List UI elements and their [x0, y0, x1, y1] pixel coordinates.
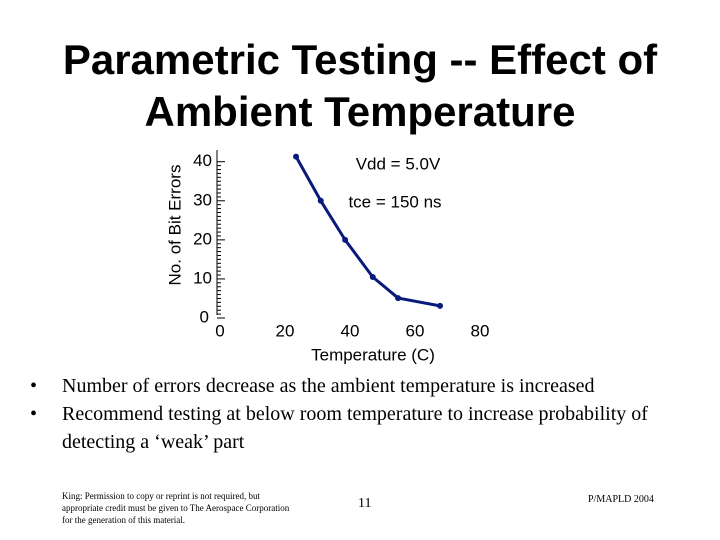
data-point: [437, 302, 444, 309]
y-tick-label: 10: [193, 268, 212, 287]
x-tick-label: 0: [215, 321, 224, 340]
bullet: Number of errors decrease as the ambient…: [28, 372, 688, 400]
slide-title: Parametric Testing -- Effect of Ambient …: [62, 36, 658, 135]
data-point: [293, 153, 300, 160]
x-tick-label: 60: [406, 321, 425, 340]
y-tick-label: 40: [193, 151, 212, 170]
x-tick-label: 40: [341, 321, 360, 340]
annotation: tce = 150 ns: [348, 192, 441, 211]
bullet-list: Number of errors decrease as the ambient…: [28, 372, 688, 456]
annotation: Vdd = 5.0V: [356, 154, 441, 173]
y-tick-label: 0: [200, 307, 209, 326]
data-point: [395, 295, 402, 302]
page-number: 11: [358, 496, 372, 511]
source: P/MAPLD 2004: [588, 494, 654, 505]
bullet: Recommend testing at below room temperat…: [28, 400, 688, 456]
y-tick-label: 30: [193, 190, 212, 209]
data-line: [294, 155, 441, 308]
x-tick-label: 20: [276, 321, 295, 340]
x-tick-label: 80: [471, 321, 490, 340]
data-point: [317, 197, 324, 204]
credit: King: Permission to copy or reprint is n…: [62, 491, 290, 525]
data-point: [342, 236, 349, 243]
data-point: [369, 273, 376, 280]
y-tick-label: 20: [193, 229, 212, 248]
x-axis-title: Temperature (C): [311, 345, 435, 364]
y-axis-title: No. of Bit Errors: [165, 165, 184, 286]
